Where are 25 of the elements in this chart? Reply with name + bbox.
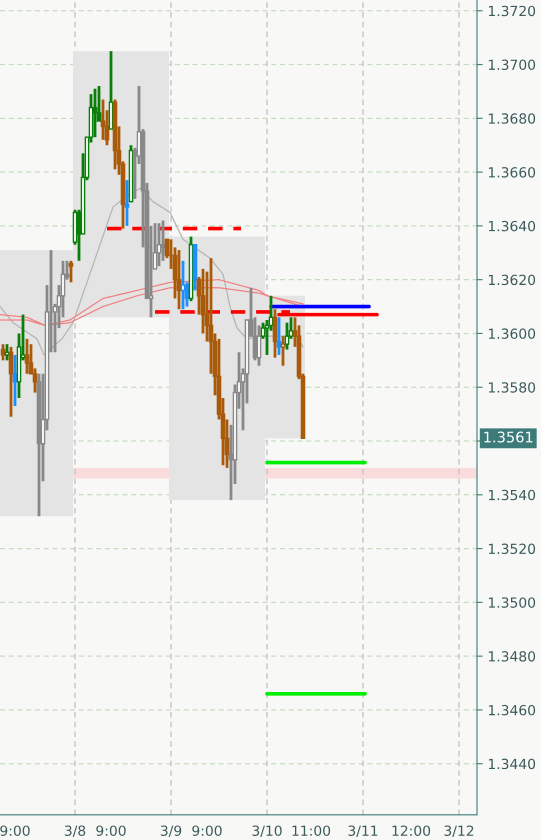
y-tick-label: 1.3500 bbox=[488, 597, 536, 608]
x-tick-label: 3/8 bbox=[64, 825, 86, 838]
x-tick-label: 3/10 bbox=[252, 825, 282, 838]
y-tick-label: 1.3440 bbox=[488, 758, 536, 770]
x-tick-label: 3/9 bbox=[160, 825, 182, 838]
y-tick-label: 1.3640 bbox=[488, 220, 536, 232]
x-tick-label: 9:00 bbox=[0, 825, 30, 836]
y-tick-label: 1.3700 bbox=[488, 60, 536, 70]
x-tick-label: 9:00 bbox=[192, 825, 222, 836]
y-tick-label: 1.3660 bbox=[488, 167, 536, 178]
y-tick-label: 1.3680 bbox=[488, 113, 536, 124]
text: 1.3561 bbox=[484, 432, 532, 443]
y-tick-label: 1.3460 bbox=[488, 704, 536, 716]
y-tick-label: 1.3540 bbox=[488, 490, 536, 500]
y-tick-label: 1.3520 bbox=[488, 544, 536, 554]
x-tick-label: 12:00 bbox=[392, 825, 430, 836]
y-tick-label: 1.3580 bbox=[488, 382, 536, 393]
y-tick-label: 1.3620 bbox=[488, 274, 536, 286]
x-tick-label: 3/11 bbox=[348, 825, 378, 838]
y-tick-label: 1.3720 bbox=[488, 6, 536, 16]
y-tick-label: 1.3480 bbox=[488, 651, 536, 662]
x-tick-label: 3/12 bbox=[444, 825, 474, 838]
x-tick-label: 11:00 bbox=[292, 825, 330, 836]
y-tick-label: 1.3600 bbox=[488, 328, 536, 339]
x-tick-label: 9:00 bbox=[96, 825, 126, 836]
